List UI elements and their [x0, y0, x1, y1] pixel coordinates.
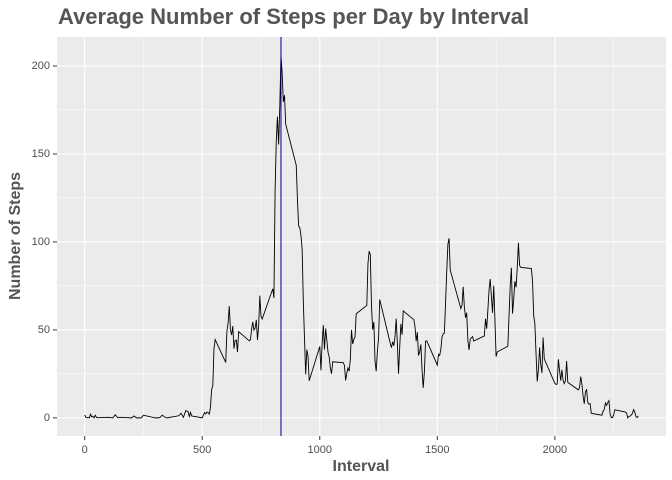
y-tick-label: 200	[32, 60, 50, 72]
y-axis-title: Number of Steps	[7, 172, 24, 300]
y-tick-label: 150	[32, 148, 50, 160]
x-tick-label: 1000	[308, 444, 332, 456]
x-tick-label: 0	[82, 444, 88, 456]
y-tick-label: 100	[32, 236, 50, 248]
x-tick-label: 1500	[425, 444, 449, 456]
line	[84, 55, 639, 419]
x-tick-label: 500	[193, 444, 211, 456]
x-axis-title: Interval	[333, 458, 390, 475]
x-tick-label: 2000	[543, 444, 567, 456]
y-tick-label: 0	[44, 412, 50, 424]
chart-title: Average Number of Steps per Day by Inter…	[58, 4, 529, 29]
y-tick-label: 50	[38, 324, 50, 336]
plot-panel	[57, 37, 666, 436]
